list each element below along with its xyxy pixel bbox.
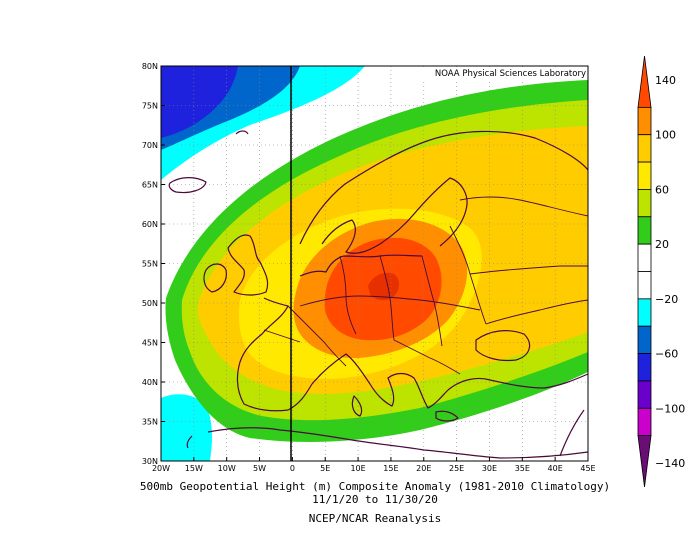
colorbar-label: −140 [655, 457, 685, 470]
contour-sw-minus-20 [161, 394, 212, 461]
svalbard-coast [235, 130, 249, 135]
lon-tick-label: 10W [218, 464, 236, 473]
black-sea-turkey-coast [447, 373, 588, 391]
colorbar-segment [637, 216, 652, 245]
lat-tick-label: 70N [142, 141, 158, 150]
colorbar-segment [637, 134, 652, 163]
lon-tick-label: 10E [350, 464, 365, 473]
baltic-coast [379, 177, 468, 247]
lat-tick-label: 50N [142, 299, 158, 308]
lat-tick-label: 60N [142, 220, 158, 229]
great-britain-coast [227, 234, 269, 296]
colorbar-label: 20 [655, 238, 669, 251]
colorbar-segment [637, 271, 652, 300]
lon-tick-label: 0 [290, 464, 295, 473]
latitude-ticks: 80N 75N 70N 65N 60N 55N 50N 45N 40N 35N 30N [142, 62, 165, 466]
north-coast-europe [299, 254, 423, 277]
lon-tick-label: 30E [482, 464, 497, 473]
credit-box [402, 67, 587, 79]
lat-tick-label: 80N [142, 62, 158, 71]
lat-tick-label: 30N [142, 457, 158, 466]
lon-tick-label: 25E [449, 464, 464, 473]
lon-tick-label: 5W [253, 464, 266, 473]
crete-coast [435, 410, 459, 422]
anomaly-field [161, 66, 588, 461]
lon-tick-label: 20W [152, 464, 170, 473]
lon-tick-label: 45E [580, 464, 595, 473]
norway-sweden-south [321, 219, 381, 254]
lon-tick-label: 15W [185, 464, 203, 473]
colorbar-segment [637, 435, 652, 488]
lon-tick-label: 15E [383, 464, 398, 473]
colorbar-label: 140 [655, 74, 676, 87]
lat-tick-label: 65N [142, 181, 158, 190]
caption-title: 500mb Geopotential Height (m) Composite … [139, 480, 611, 493]
levant-coast [559, 409, 585, 457]
longitude-ticks: 20W 15W 10W 5W 0 5E 10E 15E 20E 25E 30E 35E 40E 45E [152, 457, 596, 473]
lon-tick-label: 5E [320, 464, 330, 473]
coastlines [168, 130, 588, 459]
colorbar-segment [637, 407, 652, 437]
colorbar-segment [637, 298, 652, 327]
colorbar: 140 100 60 20 −20 −60 −100 −140 [637, 55, 685, 488]
black-sea-coast [475, 330, 531, 362]
colorbar-segment [637, 243, 652, 272]
lon-tick-label: 40E [548, 464, 563, 473]
lon-tick-label: 20E [416, 464, 431, 473]
colorbar-segment [637, 161, 652, 190]
colorbar-segment [637, 353, 652, 382]
colorbar-label: 100 [655, 129, 676, 142]
colorbar-label: −60 [655, 348, 678, 361]
iceland-coast [168, 177, 207, 194]
colorbar-label: 60 [655, 183, 669, 196]
scandinavia-north-coast [299, 130, 588, 245]
country-borders [263, 196, 588, 375]
colorbar-segment [637, 380, 652, 409]
canary-coast [186, 435, 193, 449]
mediterranean-north-coast [311, 353, 449, 409]
colorbar-segment [637, 106, 652, 136]
lat-tick-label: 75N [142, 102, 158, 111]
lat-tick-label: 40N [142, 378, 158, 387]
north-africa-coast [207, 427, 588, 459]
lat-tick-label: 35N [142, 418, 158, 427]
lat-tick-label: 45N [142, 339, 158, 348]
contour-minus-60 [161, 66, 238, 138]
lat-tick-label: 55N [142, 260, 158, 269]
contour-max [368, 272, 400, 301]
caption-dates: 11/1/20 to 11/30/20 [312, 493, 438, 506]
ireland-coast [203, 263, 227, 293]
italy-islands [351, 395, 363, 417]
colorbar-label: −20 [655, 293, 678, 306]
colorbar-segment [637, 189, 652, 218]
colorbar-label: −100 [655, 402, 685, 415]
credit-label: NOAA Physical Sciences Laboratory [435, 69, 586, 79]
colorbar-segment [637, 325, 652, 354]
colorbar-segment [637, 55, 652, 108]
caption-source: NCEP/NCAR Reanalysis [308, 512, 442, 525]
lon-tick-label: 35E [515, 464, 530, 473]
